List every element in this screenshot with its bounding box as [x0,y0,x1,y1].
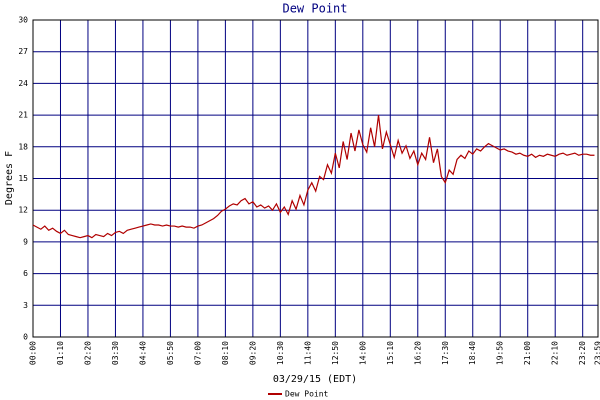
x-tick-label: 16:20 [413,341,422,365]
y-tick-label: 0 [23,333,28,342]
x-tick-label: 09:20 [248,341,257,365]
y-axis-label: Degrees F [4,151,15,205]
data-line [32,115,595,239]
x-tick-label: 03:30 [111,341,120,365]
x-tick-label: 17:30 [441,341,450,365]
y-tick-label: 3 [23,301,28,310]
x-tick-label: 11:40 [303,341,312,365]
x-tick-label: 07:00 [193,341,202,365]
x-tick-label: 10:30 [276,341,285,365]
x-tick-label: 14:00 [358,341,367,365]
x-tick-label: 23:20 [578,341,587,365]
y-tick-label: 12 [18,206,28,215]
x-tick-label: 04:40 [138,341,147,365]
y-tick-label: 30 [18,16,28,25]
x-tick-label: 15:10 [386,341,395,365]
x-tick-label: 19:50 [496,341,505,365]
x-tick-label: 22:10 [551,341,560,365]
x-tick-label: 23:59 [594,341,600,365]
y-tick-label: 9 [23,237,28,246]
y-tick-label: 6 [23,269,28,278]
x-tick-label: 18:40 [468,341,477,365]
x-axis-label: 03/29/15 (EDT) [273,374,357,385]
y-tick-label: 24 [18,79,28,88]
x-tick-label: 00:00 [29,341,38,365]
x-tick-label: 08:10 [221,341,230,365]
y-tick-label: 21 [18,111,28,120]
plot-border [32,19,599,338]
y-tick-label: 15 [18,174,28,183]
x-tick-label: 05:50 [166,341,175,365]
x-tick-label: 02:20 [83,341,92,365]
chart-title: Dew Point [282,2,347,16]
x-tick-label: 01:10 [56,341,65,365]
x-tick-label: 12:50 [331,341,340,365]
x-tick-label: 21:00 [523,341,532,365]
y-tick-label: 27 [18,47,28,56]
legend-label: Dew Point [285,390,329,399]
y-tick-label: 18 [18,142,28,151]
